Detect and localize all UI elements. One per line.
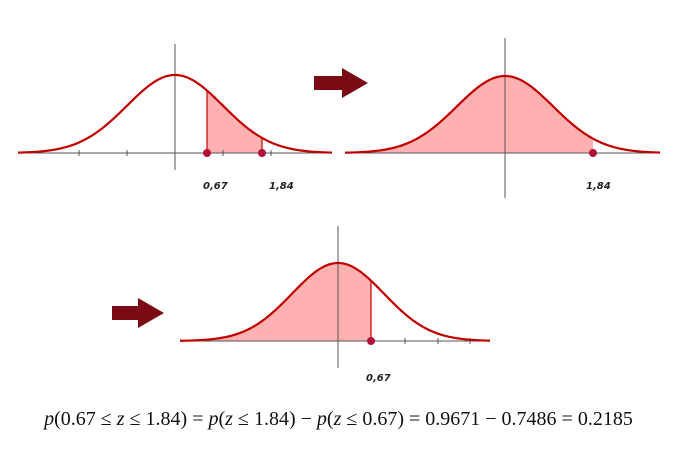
arrow-right-icon xyxy=(314,68,368,98)
point-b-marker xyxy=(258,149,266,157)
normal-curve xyxy=(17,73,333,154)
normal-curve xyxy=(179,261,491,342)
shaded-area-left xyxy=(180,263,371,341)
panel-left-of-a: 0,67 xyxy=(179,226,491,384)
point-a-marker xyxy=(367,337,375,345)
normal-curve xyxy=(344,74,661,154)
shaded-area-left xyxy=(345,76,593,153)
label-a: 0,67 xyxy=(203,181,228,192)
label-a: 0,67 xyxy=(366,373,391,384)
panel-between-area: 0,67 1,84 xyxy=(17,44,333,192)
label-b: 1,84 xyxy=(586,181,611,192)
arrow-right-icon xyxy=(112,298,164,328)
point-a-marker xyxy=(203,149,211,157)
panel-left-of-b: 1,84 xyxy=(344,38,661,198)
probability-formula: p(0.67 ≤ z ≤ 1.84) = p(z ≤ 1.84) − p(z ≤… xyxy=(44,408,633,430)
shaded-area-between xyxy=(207,90,262,153)
point-b-marker xyxy=(589,149,597,157)
label-b: 1,84 xyxy=(269,181,294,192)
